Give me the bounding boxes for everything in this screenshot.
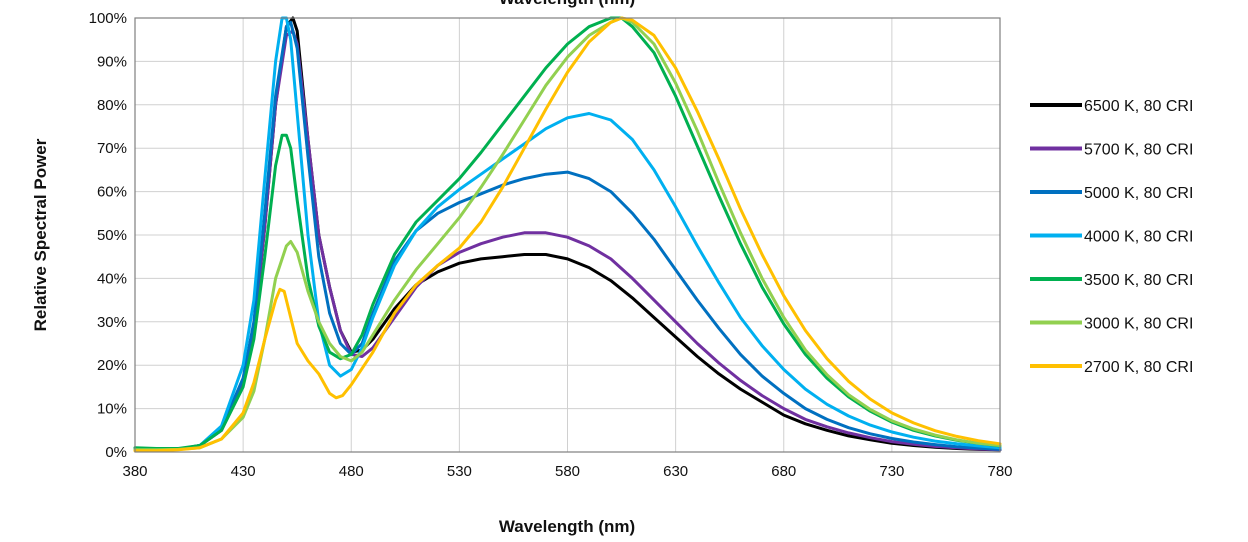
legend-item: 4000 K, 80 CRI (1030, 229, 1193, 246)
legend-label: 3000 K, 80 CRI (1084, 316, 1193, 333)
legend-item: 3500 K, 80 CRI (1030, 272, 1193, 289)
x-tick-label: 680 (771, 463, 796, 480)
y-axis-title: Relative Spectral Power (31, 138, 50, 331)
y-tick-label: 80% (97, 97, 127, 114)
y-tick-label: 100% (89, 10, 127, 27)
y-axis-ticks: 0% 10% 20% 30% 40% 50% 60% 70% 80% 90% 100% (89, 10, 127, 461)
legend-item: 5000 K, 80 CRI (1030, 185, 1193, 202)
x-tick-label: 730 (879, 463, 904, 480)
y-tick-label: 20% (97, 357, 127, 374)
y-tick-label: 90% (97, 53, 127, 70)
y-tick-label: 60% (97, 184, 127, 201)
y-tick-label: 70% (97, 140, 127, 157)
legend-label: 5700 K, 80 CRI (1084, 142, 1193, 159)
series-line (133, 16, 1002, 452)
plot-area-frame (134, 17, 1001, 453)
y-tick-label: 40% (97, 270, 127, 287)
series-line (133, 16, 1002, 450)
x-tick-label: 630 (663, 463, 688, 480)
x-tick-label: 430 (231, 463, 256, 480)
series-line (133, 20, 1002, 452)
x-axis-title: Wavelength (nm) (499, 517, 635, 536)
y-tick-label: 10% (97, 401, 127, 418)
y-tick-label: 0% (105, 444, 127, 461)
y-tick-label: 50% (97, 227, 127, 244)
legend-item: 5700 K, 80 CRI (1030, 142, 1193, 159)
x-tick-label: 580 (555, 463, 580, 480)
series-line (133, 16, 1002, 453)
x-tick-label: 480 (339, 463, 364, 480)
series-line (133, 16, 1002, 452)
series-lines (133, 16, 1002, 453)
legend-label: 5000 K, 80 CRI (1084, 185, 1193, 202)
x-tick-label: 780 (987, 463, 1012, 480)
x-axis-ticks: 380 430 480 530 580 630 680 730 780 (122, 463, 1012, 480)
legend-label: 6500 K, 80 CRI (1084, 98, 1193, 115)
legend-item: 6500 K, 80 CRI (1030, 98, 1193, 115)
legend-label: 3500 K, 80 CRI (1084, 272, 1193, 289)
chart-title: Wavelength (nm) (499, 0, 635, 8)
y-tick-label: 30% (97, 314, 127, 331)
legend-item: 3000 K, 80 CRI (1030, 316, 1193, 333)
legend-label: 2700 K, 80 CRI (1084, 359, 1193, 376)
x-tick-label: 380 (122, 463, 147, 480)
legend-label: 4000 K, 80 CRI (1084, 229, 1193, 246)
legend: 6500 K, 80 CRI 5700 K, 80 CRI 5000 K, 80 C… (1030, 98, 1193, 376)
legend-item: 2700 K, 80 CRI (1030, 359, 1193, 376)
x-tick-label: 530 (447, 463, 472, 480)
